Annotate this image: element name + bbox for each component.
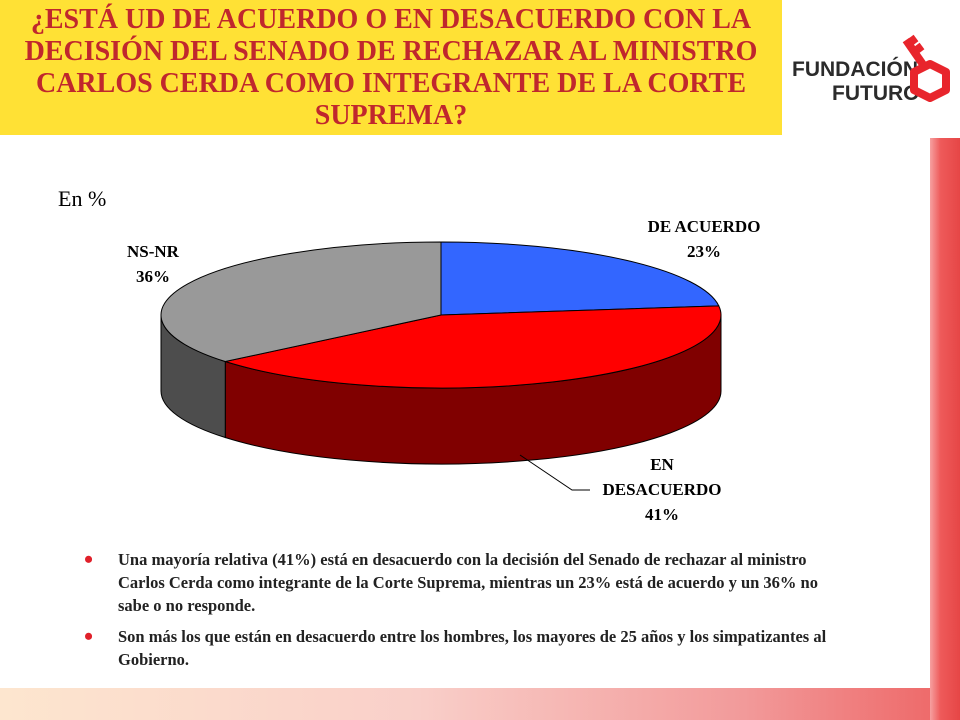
pie-slice-label: EN (650, 455, 674, 474)
pie-slice-value-label: 41% (645, 505, 679, 524)
key-icon (902, 34, 950, 102)
fundacion-futuro-logo: FUNDACIÓN FUTURO (792, 34, 950, 105)
bullet-text: Una mayoría relativa (41%) está en desac… (118, 550, 818, 615)
logo-line1: FUNDACIÓN (792, 57, 918, 81)
pie-slice-value-label: 23% (687, 242, 721, 261)
bullet-item: • Son más los que están en desacuerdo en… (80, 622, 850, 671)
bullet-icon: • (84, 622, 94, 651)
pie-slice-value-label: 36% (136, 267, 170, 286)
pie-slice-label: NS-NR (127, 242, 180, 261)
pie-slice (440, 241, 720, 316)
bullet-icon: • (84, 545, 94, 574)
bullet-item: • Una mayoría relativa (41%) está en des… (80, 545, 850, 617)
decorative-right-band (930, 138, 960, 720)
slide-title: ¿ESTÁ UD DE ACUERDO O EN DESACUERDO CON … (24, 3, 758, 131)
pie-slice (160, 241, 442, 363)
pie-leader-line (519, 454, 590, 491)
title-banner: ¿ESTÁ UD DE ACUERDO O EN DESACUERDO CON … (0, 0, 782, 135)
pie-slice-label: DESACUERDO (602, 480, 721, 499)
logo-line2: FUTURO (832, 82, 920, 105)
pie-slice-label: DE ACUERDO (648, 217, 761, 236)
units-subtitle: En % (58, 186, 107, 211)
bullet-list: • Una mayoría relativa (41%) está en des… (80, 545, 850, 679)
bullet-text: Son más los que están en desacuerdo entr… (118, 627, 827, 669)
pie-slice (223, 305, 722, 389)
decorative-bottom-band (0, 688, 930, 720)
